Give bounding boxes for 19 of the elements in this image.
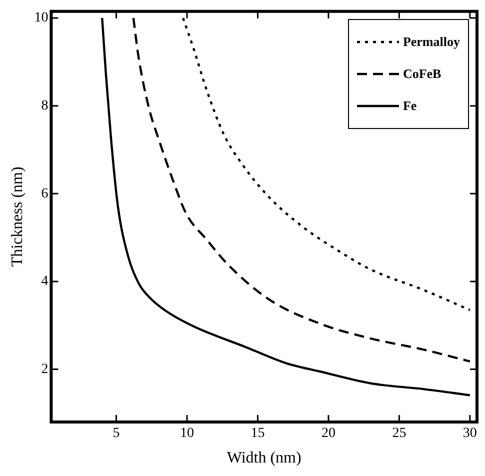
y-axis-title: Thickness (nm) xyxy=(8,166,26,267)
legend-label: Permalloy xyxy=(402,34,460,50)
y-tick-label: 10 xyxy=(34,10,48,26)
y-tick-label: 4 xyxy=(41,274,48,290)
y-tick-label: 6 xyxy=(41,186,48,202)
x-tick-label: 15 xyxy=(250,426,265,442)
legend-label: CoFeB xyxy=(402,66,442,82)
legend-label: Fe xyxy=(402,98,417,114)
line-series xyxy=(132,16,472,362)
y-tick-label: 2 xyxy=(41,362,48,377)
x-tick-label: 20 xyxy=(321,426,336,442)
x-tick-label: 25 xyxy=(392,426,406,442)
line-series xyxy=(101,16,472,396)
y-tick-label: 8 xyxy=(41,98,48,114)
line-series xyxy=(182,16,472,312)
x-tick-label: 30 xyxy=(462,426,477,442)
x-tick-label: 5 xyxy=(112,426,120,442)
x-tick-label: 10 xyxy=(180,426,194,442)
x-axis-title: Width (nm) xyxy=(226,450,302,467)
